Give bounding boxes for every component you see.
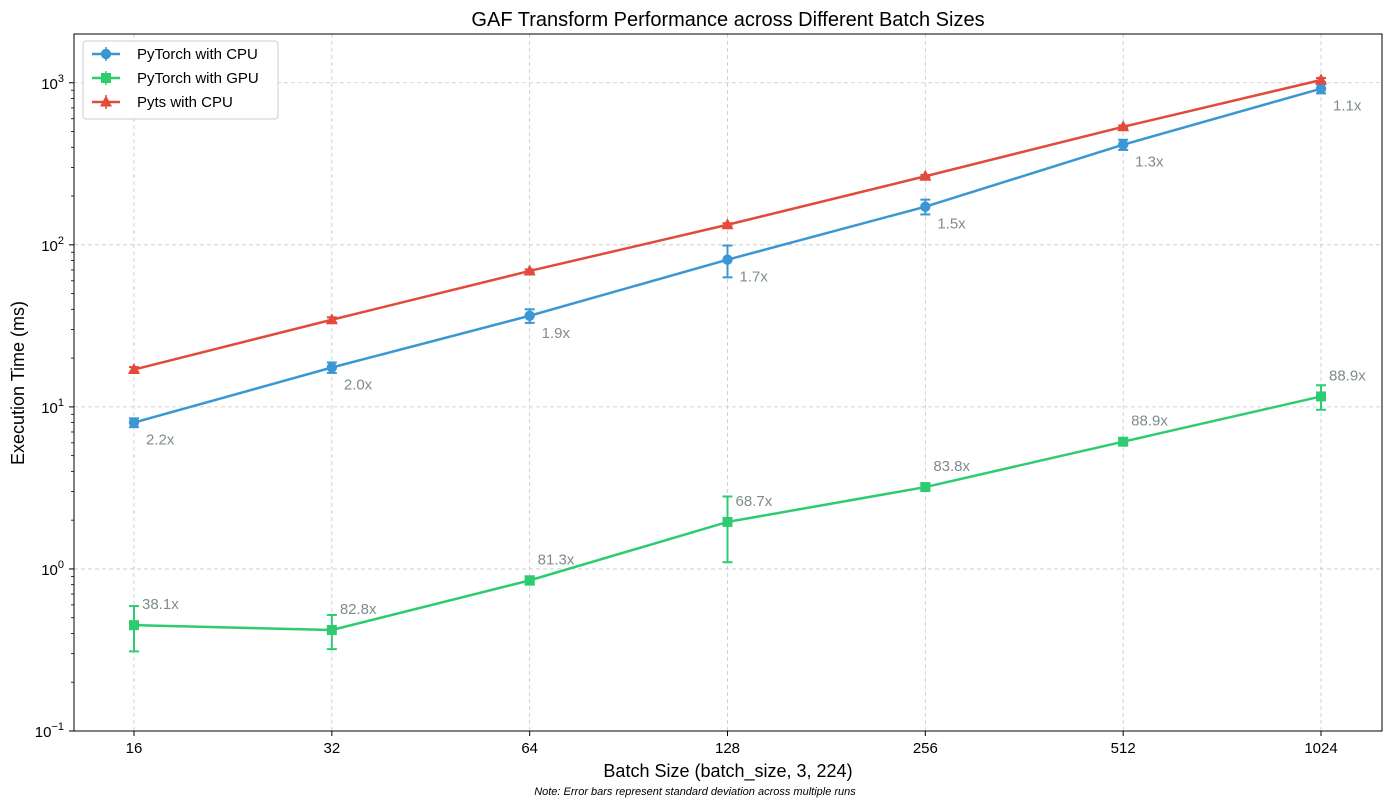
data-point [1117, 120, 1130, 132]
data-point [524, 310, 535, 321]
legend-label: PyTorch with CPU [137, 46, 258, 63]
data-point [1118, 436, 1129, 447]
y-tick-label: 100 [41, 559, 64, 579]
legend-label: Pyts with CPU [137, 94, 233, 111]
speedup-label: 88.9x [1131, 413, 1168, 430]
data-point [722, 254, 733, 265]
speedup-label: 1.9x [542, 325, 571, 342]
series-2 [128, 73, 1327, 375]
series-0 [128, 83, 1327, 429]
speedup-label: 68.7x [736, 493, 773, 510]
speedup-label: 81.3x [538, 551, 575, 568]
x-tick-label: 64 [521, 740, 538, 757]
series-layer [128, 73, 1327, 653]
data-point [325, 313, 338, 325]
data-point [128, 363, 140, 375]
data-point [1315, 83, 1327, 94]
x-tick-label: 256 [913, 740, 938, 757]
data-point [524, 575, 535, 586]
data-point [919, 169, 932, 181]
speedup-label: 1.1x [1333, 98, 1362, 115]
data-point [920, 201, 931, 212]
legend-marker [100, 95, 112, 107]
speedup-label: 2.0x [344, 377, 373, 394]
legend-marker [101, 73, 111, 83]
speedup-label: 83.8x [933, 458, 970, 475]
data-point [1315, 73, 1327, 85]
legend-label: PyTorch with GPU [137, 70, 259, 87]
data-point [523, 264, 536, 276]
data-point [1316, 391, 1326, 402]
data-point [326, 624, 337, 635]
speedup-label: 82.8x [340, 601, 377, 618]
data-point [722, 516, 733, 527]
y-tick-label: 10−1 [35, 721, 64, 741]
speedup-label: 1.3x [1135, 154, 1164, 171]
y-axis-label: Execution Time (ms) [8, 301, 28, 465]
speedup-label: 1.7x [740, 269, 769, 286]
x-tick-label: 128 [715, 740, 740, 757]
legend: PyTorch with CPU PyTorch with GPU Pyts wit… [82, 40, 279, 120]
y-tick-label: 103 [41, 73, 64, 93]
grid-layer [74, 34, 1382, 731]
data-point [721, 218, 734, 230]
series-1 [129, 384, 1326, 653]
data-point [129, 620, 139, 631]
data-point [326, 362, 338, 373]
x-tick-label: 32 [323, 740, 340, 757]
annotation-layer: 2.2x 2.0x 1.9x 1.7x 1.5x 1.3x 1.1x 38.1x 82.8x 81… [142, 98, 1366, 618]
data-point [1117, 139, 1129, 150]
legend-box [82, 40, 279, 120]
legend-marker [100, 48, 112, 60]
x-tick-label: 1024 [1304, 740, 1337, 757]
speedup-label: 1.5x [937, 216, 966, 233]
plot-frame [73, 33, 1383, 732]
speedup-label: 88.9x [1329, 367, 1366, 384]
data-point [128, 417, 140, 428]
data-point [920, 482, 931, 493]
y-tick-label: 101 [41, 397, 64, 417]
x-tick-label: 512 [1111, 740, 1136, 757]
footnote: Note: Error bars represent standard devi… [534, 786, 856, 798]
x-axis-label: Batch Size (batch_size, 3, 224) [603, 761, 852, 782]
y-tick-label: 102 [41, 235, 64, 255]
x-tick-label: 16 [126, 740, 143, 757]
chart-title: GAF Transform Performance across Differe… [471, 9, 984, 31]
speedup-label: 38.1x [142, 596, 179, 613]
speedup-label: 2.2x [146, 432, 175, 449]
tick-layer: 16 32 64 128 256 512 1024 10−1 100 101 102 103 [35, 73, 1338, 757]
